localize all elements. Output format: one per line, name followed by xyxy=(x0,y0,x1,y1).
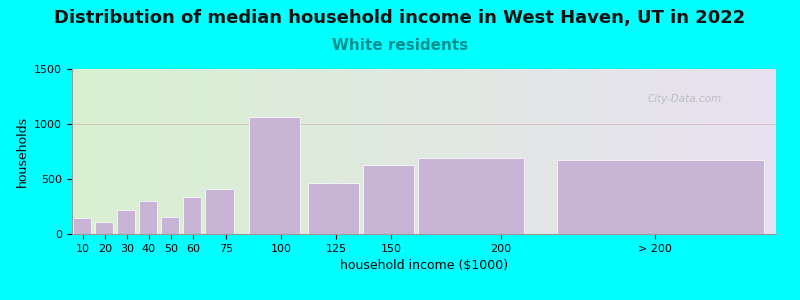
Bar xyxy=(95,222,113,234)
Y-axis label: households: households xyxy=(16,116,29,187)
Text: City-Data.com: City-Data.com xyxy=(647,94,722,104)
Bar xyxy=(161,217,179,234)
Bar xyxy=(117,210,135,234)
Text: Distribution of median household income in West Haven, UT in 2022: Distribution of median household income … xyxy=(54,9,746,27)
Bar xyxy=(249,117,300,234)
Bar xyxy=(205,189,234,234)
Bar xyxy=(73,218,91,234)
Bar xyxy=(139,201,157,234)
X-axis label: household income ($1000): household income ($1000) xyxy=(340,259,508,272)
Bar xyxy=(363,165,414,234)
Bar xyxy=(557,160,764,234)
Bar xyxy=(418,158,524,234)
Text: White residents: White residents xyxy=(332,38,468,52)
Bar xyxy=(308,183,359,234)
Bar xyxy=(183,196,201,234)
